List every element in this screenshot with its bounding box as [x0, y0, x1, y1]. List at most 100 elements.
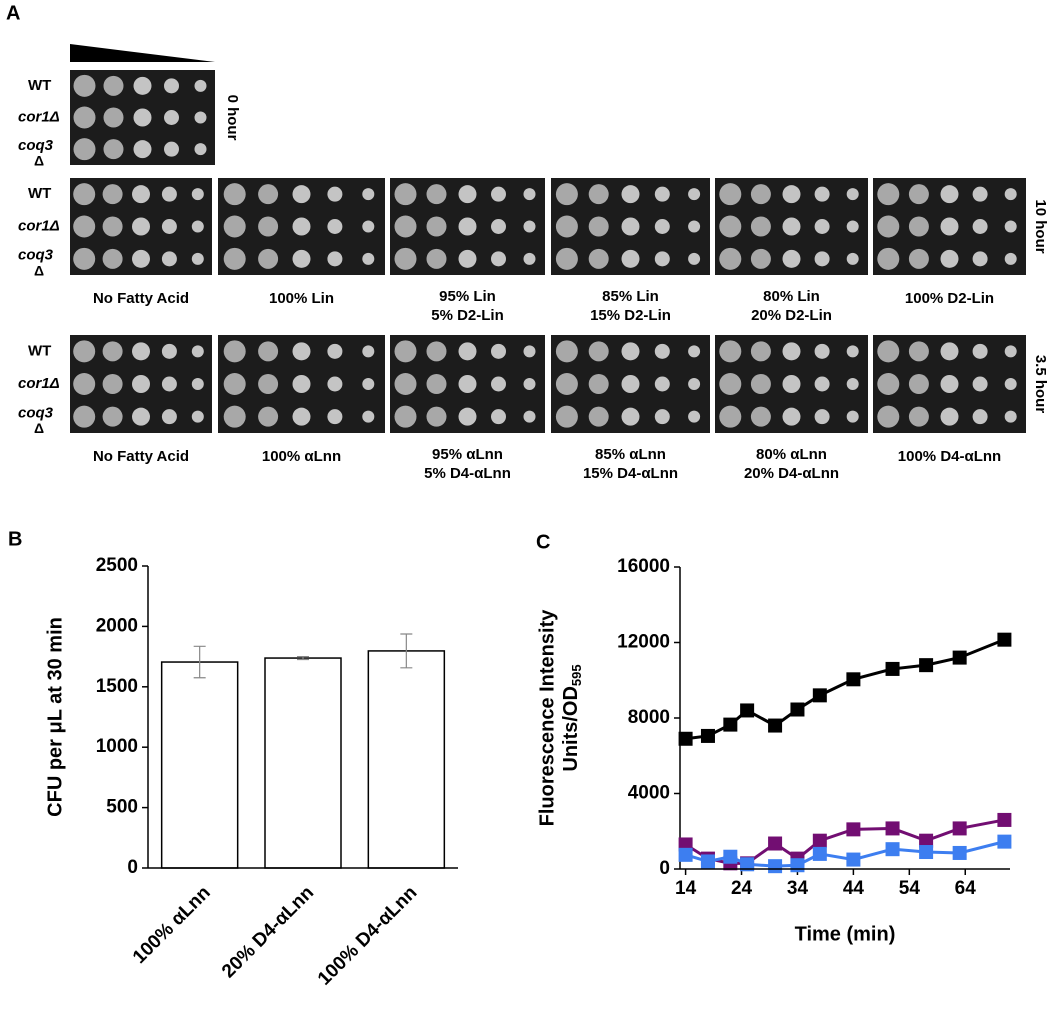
- colony-spot: [588, 216, 609, 237]
- panel-label: A: [6, 2, 20, 24]
- colony-spot: [132, 407, 150, 426]
- colony-spot: [292, 217, 311, 236]
- colony-spot: [223, 373, 246, 395]
- marker: [997, 632, 1012, 647]
- colony-spot: [327, 186, 343, 202]
- marker: [846, 672, 861, 687]
- colony-spot: [194, 143, 207, 156]
- colony-spot: [588, 248, 609, 269]
- colony-spot: [719, 215, 742, 238]
- colony-spot: [523, 378, 536, 390]
- colony-spot: [258, 341, 279, 362]
- colony-spot: [940, 217, 959, 236]
- marker: [768, 836, 783, 851]
- x-tick-label: 14: [675, 878, 697, 899]
- colony-spot: [719, 183, 742, 206]
- colony-spot: [814, 251, 830, 267]
- colony-spot: [362, 410, 375, 423]
- colony-spot: [688, 378, 701, 390]
- marker: [723, 849, 738, 864]
- colony-spot: [191, 220, 204, 233]
- colony-spot: [103, 75, 124, 96]
- colony-spot: [73, 340, 96, 363]
- colony-spot: [458, 375, 477, 393]
- colony-spot: [654, 409, 670, 425]
- x-tick-label: 24: [731, 878, 753, 899]
- colony-spot: [394, 405, 417, 428]
- y-tick-label: 0: [127, 857, 138, 878]
- condition-label: 5% D4-αLnn: [424, 465, 511, 482]
- colony-spot: [523, 345, 536, 358]
- strain-label: Δ: [34, 262, 44, 278]
- x-tick-label: 54: [899, 878, 921, 899]
- marker: [700, 728, 715, 743]
- colony-spot: [132, 375, 150, 393]
- colony-spot: [654, 219, 670, 234]
- colony-spot: [258, 406, 279, 427]
- condition-label: 100% D2-Lin: [905, 290, 994, 307]
- colony-spot: [555, 247, 578, 270]
- marker: [997, 834, 1012, 849]
- colony-spot: [223, 247, 246, 270]
- strain-label: WT: [28, 185, 51, 202]
- strain-label: coq3: [18, 247, 54, 264]
- strain-label: coq3: [18, 137, 54, 154]
- colony-spot: [688, 252, 701, 265]
- colony-spot: [491, 186, 506, 202]
- colony-spot: [688, 188, 701, 201]
- colony-spot: [164, 141, 179, 157]
- colony-spot: [654, 376, 670, 392]
- colony-spot: [814, 376, 830, 392]
- marker: [885, 661, 900, 676]
- colony-spot: [194, 111, 207, 124]
- colony-spot: [102, 184, 123, 205]
- colony-spot: [292, 407, 311, 426]
- marker: [678, 731, 693, 746]
- colony-spot: [972, 409, 988, 425]
- colony-spot: [523, 410, 536, 423]
- bar: [264, 657, 342, 869]
- colony-spot: [223, 183, 246, 206]
- colony-spot: [621, 342, 640, 361]
- colony-spot: [814, 219, 830, 234]
- colony-spot: [1004, 410, 1017, 423]
- marker: [678, 847, 693, 862]
- colony-spot: [621, 217, 640, 236]
- colony-spot: [750, 184, 771, 205]
- colony-spot: [846, 410, 859, 423]
- colony-spot: [555, 215, 578, 238]
- marker: [885, 842, 900, 857]
- colony-spot: [133, 140, 152, 159]
- condition-label: 100% D4-αLnn: [898, 448, 1001, 465]
- colony-spot: [327, 343, 343, 359]
- marker: [846, 852, 861, 867]
- colony-spot: [908, 184, 929, 205]
- strain-label: cor1Δ: [18, 217, 60, 234]
- y-tick-label: 1000: [96, 736, 138, 757]
- colony-spot: [846, 345, 859, 358]
- colony-spot: [621, 407, 640, 426]
- colony-spot: [972, 343, 988, 359]
- colony-spot: [719, 405, 742, 428]
- colony-spot: [782, 342, 801, 361]
- colony-spot: [940, 249, 959, 268]
- colony-spot: [972, 251, 988, 267]
- y-axis-label-2: Units/OD595: [560, 664, 584, 771]
- colony-spot: [1004, 252, 1017, 265]
- x-tick-label: 20% D4-αLnn: [218, 882, 318, 982]
- colony-spot: [73, 247, 96, 270]
- colony-spot: [491, 376, 506, 392]
- colony-spot: [223, 340, 246, 363]
- condition-label: No Fatty Acid: [93, 290, 189, 307]
- colony-spot: [555, 405, 578, 428]
- strain-label: cor1Δ: [18, 108, 60, 125]
- condition-label: 80% αLnn: [756, 446, 827, 463]
- colony-spot: [223, 215, 246, 238]
- colony-spot: [688, 220, 701, 233]
- colony-spot: [719, 373, 742, 395]
- colony-spot: [458, 217, 477, 236]
- colony-spot: [588, 341, 609, 362]
- y-axis-label: CFU per μL at 30 min: [44, 617, 66, 817]
- strain-label: WT: [28, 342, 51, 359]
- colony-spot: [458, 407, 477, 426]
